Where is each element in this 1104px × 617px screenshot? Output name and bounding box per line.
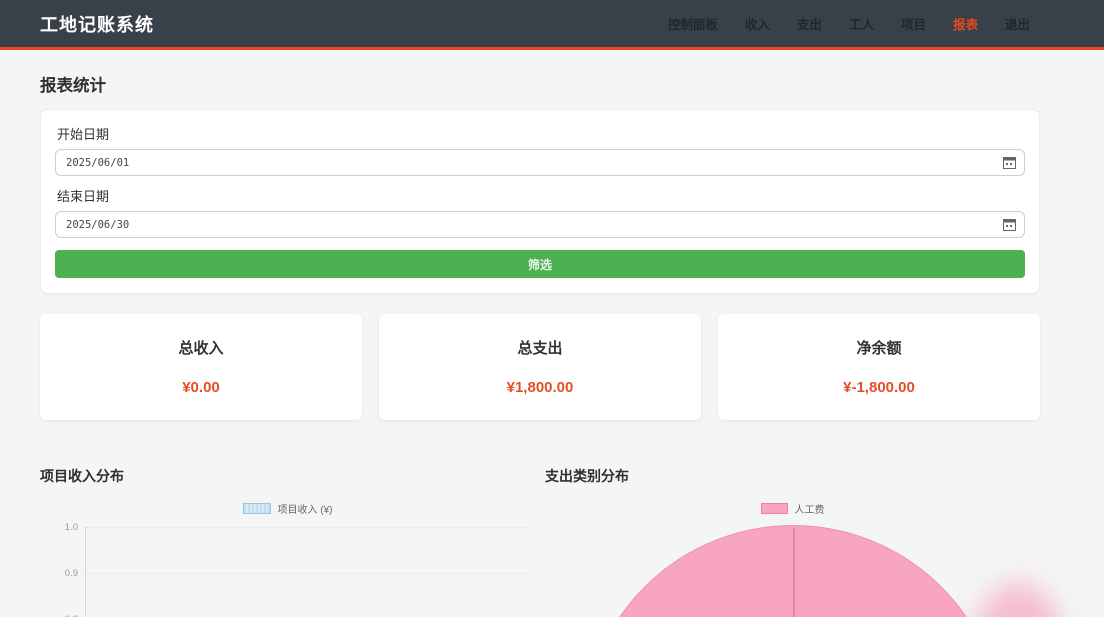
nav-item-expense[interactable]: 支出 — [796, 18, 822, 32]
pie-slice-divider — [792, 528, 795, 617]
end-date-label: 结束日期 — [57, 189, 110, 204]
main-content: 报表统计 开始日期 结束日期 — [40, 72, 1063, 617]
start-date-input[interactable] — [55, 149, 1025, 176]
summary-card-total-income: 总收入 ¥0.00 — [40, 314, 362, 420]
bar-plot-area: 1.0 0.9 0.8 — [40, 521, 535, 617]
calendar-icon[interactable] — [1003, 156, 1016, 169]
bar-legend-item[interactable]: 项目收入 (¥) — [40, 501, 535, 516]
start-date-group: 开始日期 — [55, 124, 1025, 176]
chart-title: 项目收入分布 — [40, 468, 124, 484]
y-tick: 0.8 — [40, 614, 78, 617]
end-date-wrap — [55, 211, 1025, 238]
app-title: 工地记账系统 — [40, 14, 154, 35]
summary-title: 净余额 — [856, 340, 902, 357]
end-date-input[interactable] — [55, 211, 1025, 238]
start-date-wrap — [55, 149, 1025, 176]
gridline — [85, 527, 532, 528]
y-axis-line — [85, 527, 86, 617]
y-tick: 1.0 — [64, 522, 78, 533]
pie-legend-label: 人工费 — [794, 505, 825, 516]
nav-item-workers[interactable]: 工人 — [848, 18, 874, 32]
summary-card-net-balance: 净余额 ¥-1,800.00 — [718, 314, 1040, 420]
nav-item-reports[interactable]: 报表 — [952, 18, 978, 32]
bar-legend-label: 项目收入 (¥) — [277, 505, 333, 516]
gridline — [85, 573, 532, 574]
main-nav: 控制面板 收入 支出 工人 项目 报表 退出 — [668, 14, 1030, 33]
pie-glow-shadow — [972, 583, 1063, 617]
chart-title: 支出类别分布 — [545, 468, 629, 484]
summary-amount: ¥-1,800.00 — [843, 379, 915, 396]
charts-row: 项目收入分布 项目收入 (¥) 1.0 0.9 0.8 支出类别分布 — [40, 466, 1063, 617]
app-header: 工地记账系统 控制面板 收入 支出 工人 项目 报表 退出 — [0, 0, 1104, 50]
summary-title: 总收入 — [178, 340, 224, 357]
project-income-chart: 项目收入分布 项目收入 (¥) 1.0 0.9 0.8 — [40, 466, 535, 617]
pie-legend-swatch-icon — [760, 503, 788, 514]
pie-plot-area — [545, 525, 1063, 617]
start-date-label: 开始日期 — [57, 127, 110, 142]
page-title: 报表统计 — [40, 77, 106, 95]
filter-card: 开始日期 结束日期 — [40, 109, 1040, 294]
filter-submit-button[interactable]: 筛选 — [55, 250, 1025, 278]
summary-row: 总收入 ¥0.00 总支出 ¥1,800.00 净余额 ¥-1,800.00 — [40, 314, 1040, 420]
y-tick: 0.9 — [64, 568, 78, 579]
nav-item-income[interactable]: 收入 — [744, 18, 770, 32]
summary-card-total-expense: 总支出 ¥1,800.00 — [379, 314, 701, 420]
summary-amount: ¥1,800.00 — [506, 379, 574, 396]
summary-amount: ¥0.00 — [182, 379, 220, 396]
summary-title: 总支出 — [517, 340, 563, 357]
pie-slice-labor-cost[interactable] — [582, 525, 1003, 617]
expense-category-chart: 支出类别分布 人工费 — [545, 466, 1063, 617]
end-date-group: 结束日期 — [55, 186, 1025, 238]
calendar-icon[interactable] — [1003, 218, 1016, 231]
bar-legend-swatch-icon — [242, 503, 271, 514]
nav-item-dashboard[interactable]: 控制面板 — [667, 18, 718, 32]
pie-legend-item[interactable]: 人工费 — [545, 501, 1040, 516]
nav-item-projects[interactable]: 项目 — [900, 18, 926, 32]
nav-item-logout[interactable]: 退出 — [1004, 18, 1030, 32]
